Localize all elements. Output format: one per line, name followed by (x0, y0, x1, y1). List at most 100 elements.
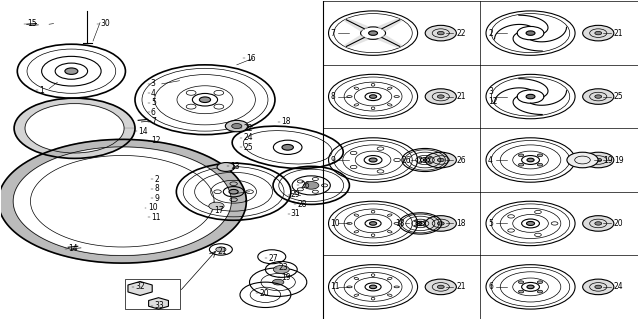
Circle shape (209, 202, 224, 210)
Text: 2: 2 (488, 28, 493, 38)
Text: 14: 14 (138, 127, 148, 136)
Polygon shape (0, 140, 246, 263)
Text: 19: 19 (603, 156, 613, 164)
Text: 23: 23 (278, 263, 288, 272)
Circle shape (595, 31, 602, 35)
Text: 19: 19 (281, 273, 291, 282)
Circle shape (595, 95, 602, 98)
Circle shape (583, 216, 614, 231)
Circle shape (415, 220, 417, 222)
Text: 25: 25 (614, 92, 624, 101)
Text: 4: 4 (151, 89, 156, 98)
Circle shape (232, 124, 242, 129)
Circle shape (429, 157, 431, 158)
Text: 18: 18 (395, 219, 404, 228)
Circle shape (437, 31, 444, 35)
Ellipse shape (354, 214, 358, 216)
Circle shape (425, 279, 456, 295)
Circle shape (424, 225, 426, 226)
Ellipse shape (347, 222, 352, 224)
Ellipse shape (347, 286, 352, 288)
Circle shape (425, 216, 456, 231)
Text: 24: 24 (614, 282, 624, 292)
Circle shape (272, 279, 284, 285)
Circle shape (595, 222, 602, 225)
Circle shape (419, 162, 422, 163)
Text: 10: 10 (330, 219, 340, 228)
Circle shape (217, 163, 235, 172)
Polygon shape (344, 36, 368, 47)
Text: 15: 15 (27, 19, 36, 28)
Ellipse shape (354, 277, 358, 280)
Ellipse shape (394, 96, 399, 98)
Text: 10: 10 (148, 203, 157, 212)
Ellipse shape (371, 107, 375, 110)
Text: 26: 26 (300, 181, 310, 190)
Circle shape (583, 152, 614, 168)
Text: 5: 5 (488, 219, 493, 228)
Text: 20: 20 (259, 289, 268, 298)
Text: 7: 7 (330, 28, 335, 38)
Circle shape (415, 225, 417, 226)
Text: 32: 32 (135, 282, 144, 292)
Circle shape (437, 95, 444, 98)
Text: 21: 21 (456, 282, 466, 292)
Text: 24: 24 (243, 133, 253, 142)
Circle shape (595, 285, 602, 289)
Text: 22: 22 (243, 124, 252, 133)
Text: 20: 20 (614, 219, 624, 228)
Text: 26: 26 (401, 156, 411, 164)
Circle shape (537, 290, 543, 293)
Circle shape (282, 144, 293, 150)
Circle shape (537, 164, 543, 166)
Text: 11: 11 (151, 212, 160, 222)
Circle shape (423, 159, 427, 161)
Circle shape (304, 181, 319, 189)
Text: 28: 28 (297, 200, 307, 209)
Ellipse shape (371, 297, 375, 300)
Text: 6: 6 (151, 108, 156, 117)
Bar (125, 279, 180, 309)
Polygon shape (378, 19, 402, 31)
Circle shape (425, 152, 456, 168)
Text: 9: 9 (330, 156, 335, 164)
Circle shape (437, 158, 444, 162)
Text: 5: 5 (151, 99, 156, 108)
Text: 17: 17 (215, 206, 224, 215)
Text: 19: 19 (614, 156, 624, 164)
Ellipse shape (354, 294, 358, 296)
Ellipse shape (371, 234, 375, 236)
Text: 8: 8 (154, 184, 159, 193)
Circle shape (518, 164, 524, 166)
Text: 16: 16 (246, 54, 256, 63)
Ellipse shape (387, 214, 392, 216)
Ellipse shape (347, 96, 352, 98)
Circle shape (425, 25, 456, 41)
Circle shape (527, 285, 534, 289)
Text: 7: 7 (151, 117, 156, 126)
Text: 27: 27 (268, 254, 278, 263)
Circle shape (369, 222, 376, 225)
Ellipse shape (387, 277, 392, 280)
Circle shape (425, 89, 456, 104)
Circle shape (369, 95, 376, 98)
Text: 30: 30 (100, 19, 110, 28)
Circle shape (526, 94, 535, 99)
Text: 21: 21 (614, 28, 624, 38)
Circle shape (583, 25, 614, 41)
Ellipse shape (394, 222, 399, 224)
Circle shape (437, 285, 444, 289)
Circle shape (369, 31, 378, 35)
Circle shape (199, 97, 211, 102)
Circle shape (273, 266, 289, 273)
Text: 11: 11 (330, 282, 340, 292)
Ellipse shape (354, 87, 358, 89)
Text: 18: 18 (456, 219, 466, 228)
Ellipse shape (387, 104, 392, 106)
Text: 9: 9 (154, 194, 159, 203)
Text: 18: 18 (281, 117, 291, 126)
Circle shape (537, 281, 543, 284)
Circle shape (65, 68, 78, 75)
Ellipse shape (387, 294, 392, 296)
Text: 3: 3 (151, 79, 156, 88)
